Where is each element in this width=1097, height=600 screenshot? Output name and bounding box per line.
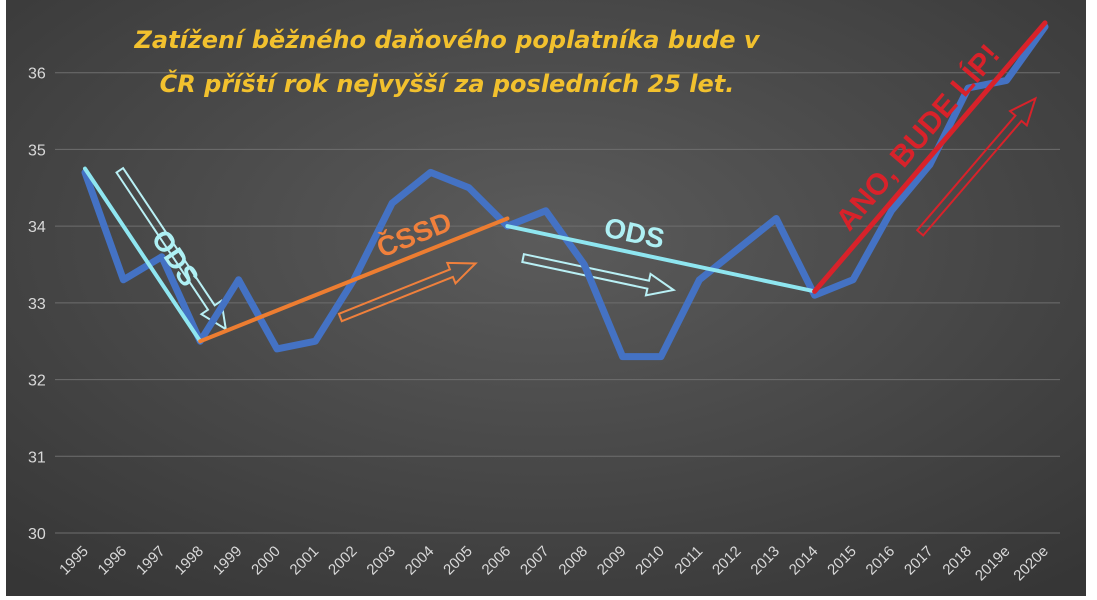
data-point [851,278,855,282]
data-point [237,278,241,282]
data-point [1005,78,1009,82]
data-point [390,201,394,205]
decor-arrow-ods-2 [521,253,677,297]
data-point [813,293,817,297]
trend-line-2 [505,224,817,294]
decor-arrow-ods-1 [115,166,228,332]
data-point [659,355,663,359]
data-point [582,262,586,266]
data-point [889,209,893,213]
data-point [928,163,932,167]
data-point [697,278,701,282]
chart-title-line-2: ČR příští rok nejvyšší za posledních 25 … [160,68,735,98]
data-point [121,278,125,282]
y-tick-label: 30 [28,526,46,543]
data-point [275,347,279,351]
y-tick-label: 35 [28,142,46,159]
decor-arrow-cssd [337,261,478,323]
data-point [621,355,625,359]
data-point [736,247,740,251]
y-tick-label: 33 [28,296,46,313]
y-tick-label: 36 [28,66,46,83]
data-point [313,339,317,343]
trend-line-3 [812,20,1048,294]
decor-arrow-ano [915,96,1038,237]
y-tick-label: 34 [28,219,46,236]
data-point [544,209,548,213]
trend-line-0 [83,166,203,344]
data-point [160,255,164,259]
y-tick-label: 32 [28,373,46,390]
data-point [429,170,433,174]
plot-background [6,0,1086,596]
chart-title-line-1: Zatížení běžného daňového poplatníka bud… [133,26,760,54]
data-point [774,216,778,220]
data-point [467,186,471,190]
trend-line-1 [198,216,510,344]
data-point [966,86,970,90]
y-tick-label: 31 [28,449,46,466]
